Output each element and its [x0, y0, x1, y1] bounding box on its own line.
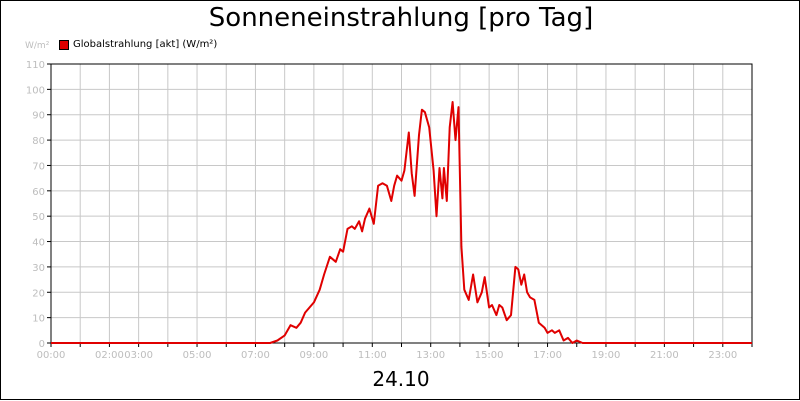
- legend-swatch: [59, 39, 69, 50]
- x-tick-label: 15:00: [475, 350, 504, 361]
- x-tick-label: 09:00: [299, 350, 328, 361]
- y-axis-unit: W/m²: [25, 41, 50, 51]
- legend: Globalstrahlung [akt] (W/m²): [59, 39, 217, 50]
- x-tick-label: 11:00: [358, 350, 387, 361]
- x-tick-label: 02:00: [95, 350, 124, 361]
- x-tick-label: 13:00: [416, 350, 445, 361]
- chart-title: Sonneneinstrahlung [pro Tag]: [208, 3, 594, 33]
- x-tick-label: 05:00: [183, 350, 212, 361]
- x-tick-label: 03:00: [124, 350, 153, 361]
- x-tick-label: 00:00: [37, 350, 66, 361]
- y-tick-label: 40: [32, 238, 45, 249]
- y-tick-label: 70: [32, 161, 45, 172]
- y-tick-label: 50: [32, 212, 45, 223]
- y-tick-label: 10: [32, 314, 45, 325]
- legend-label: Globalstrahlung [akt] (W/m²): [73, 39, 218, 50]
- series-line: [51, 101, 752, 344]
- x-tick-label: 19:00: [592, 350, 621, 361]
- y-tick-label: 110: [26, 60, 45, 71]
- x-tick-label: 23:00: [708, 350, 737, 361]
- y-tick-label: 60: [32, 187, 45, 198]
- y-tick-label: 20: [32, 288, 45, 299]
- date-label: 24.10: [372, 367, 430, 391]
- y-tick-label: 80: [32, 136, 45, 147]
- x-tick-label: 17:00: [533, 350, 562, 361]
- x-tick-label: 07:00: [241, 350, 270, 361]
- y-tick-label: 90: [32, 111, 45, 122]
- y-tick-label: 100: [26, 85, 45, 96]
- y-tick-label: 0: [39, 339, 45, 350]
- x-tick-label: 21:00: [650, 350, 679, 361]
- plot-border: [50, 63, 753, 344]
- y-tick-label: 30: [32, 263, 45, 274]
